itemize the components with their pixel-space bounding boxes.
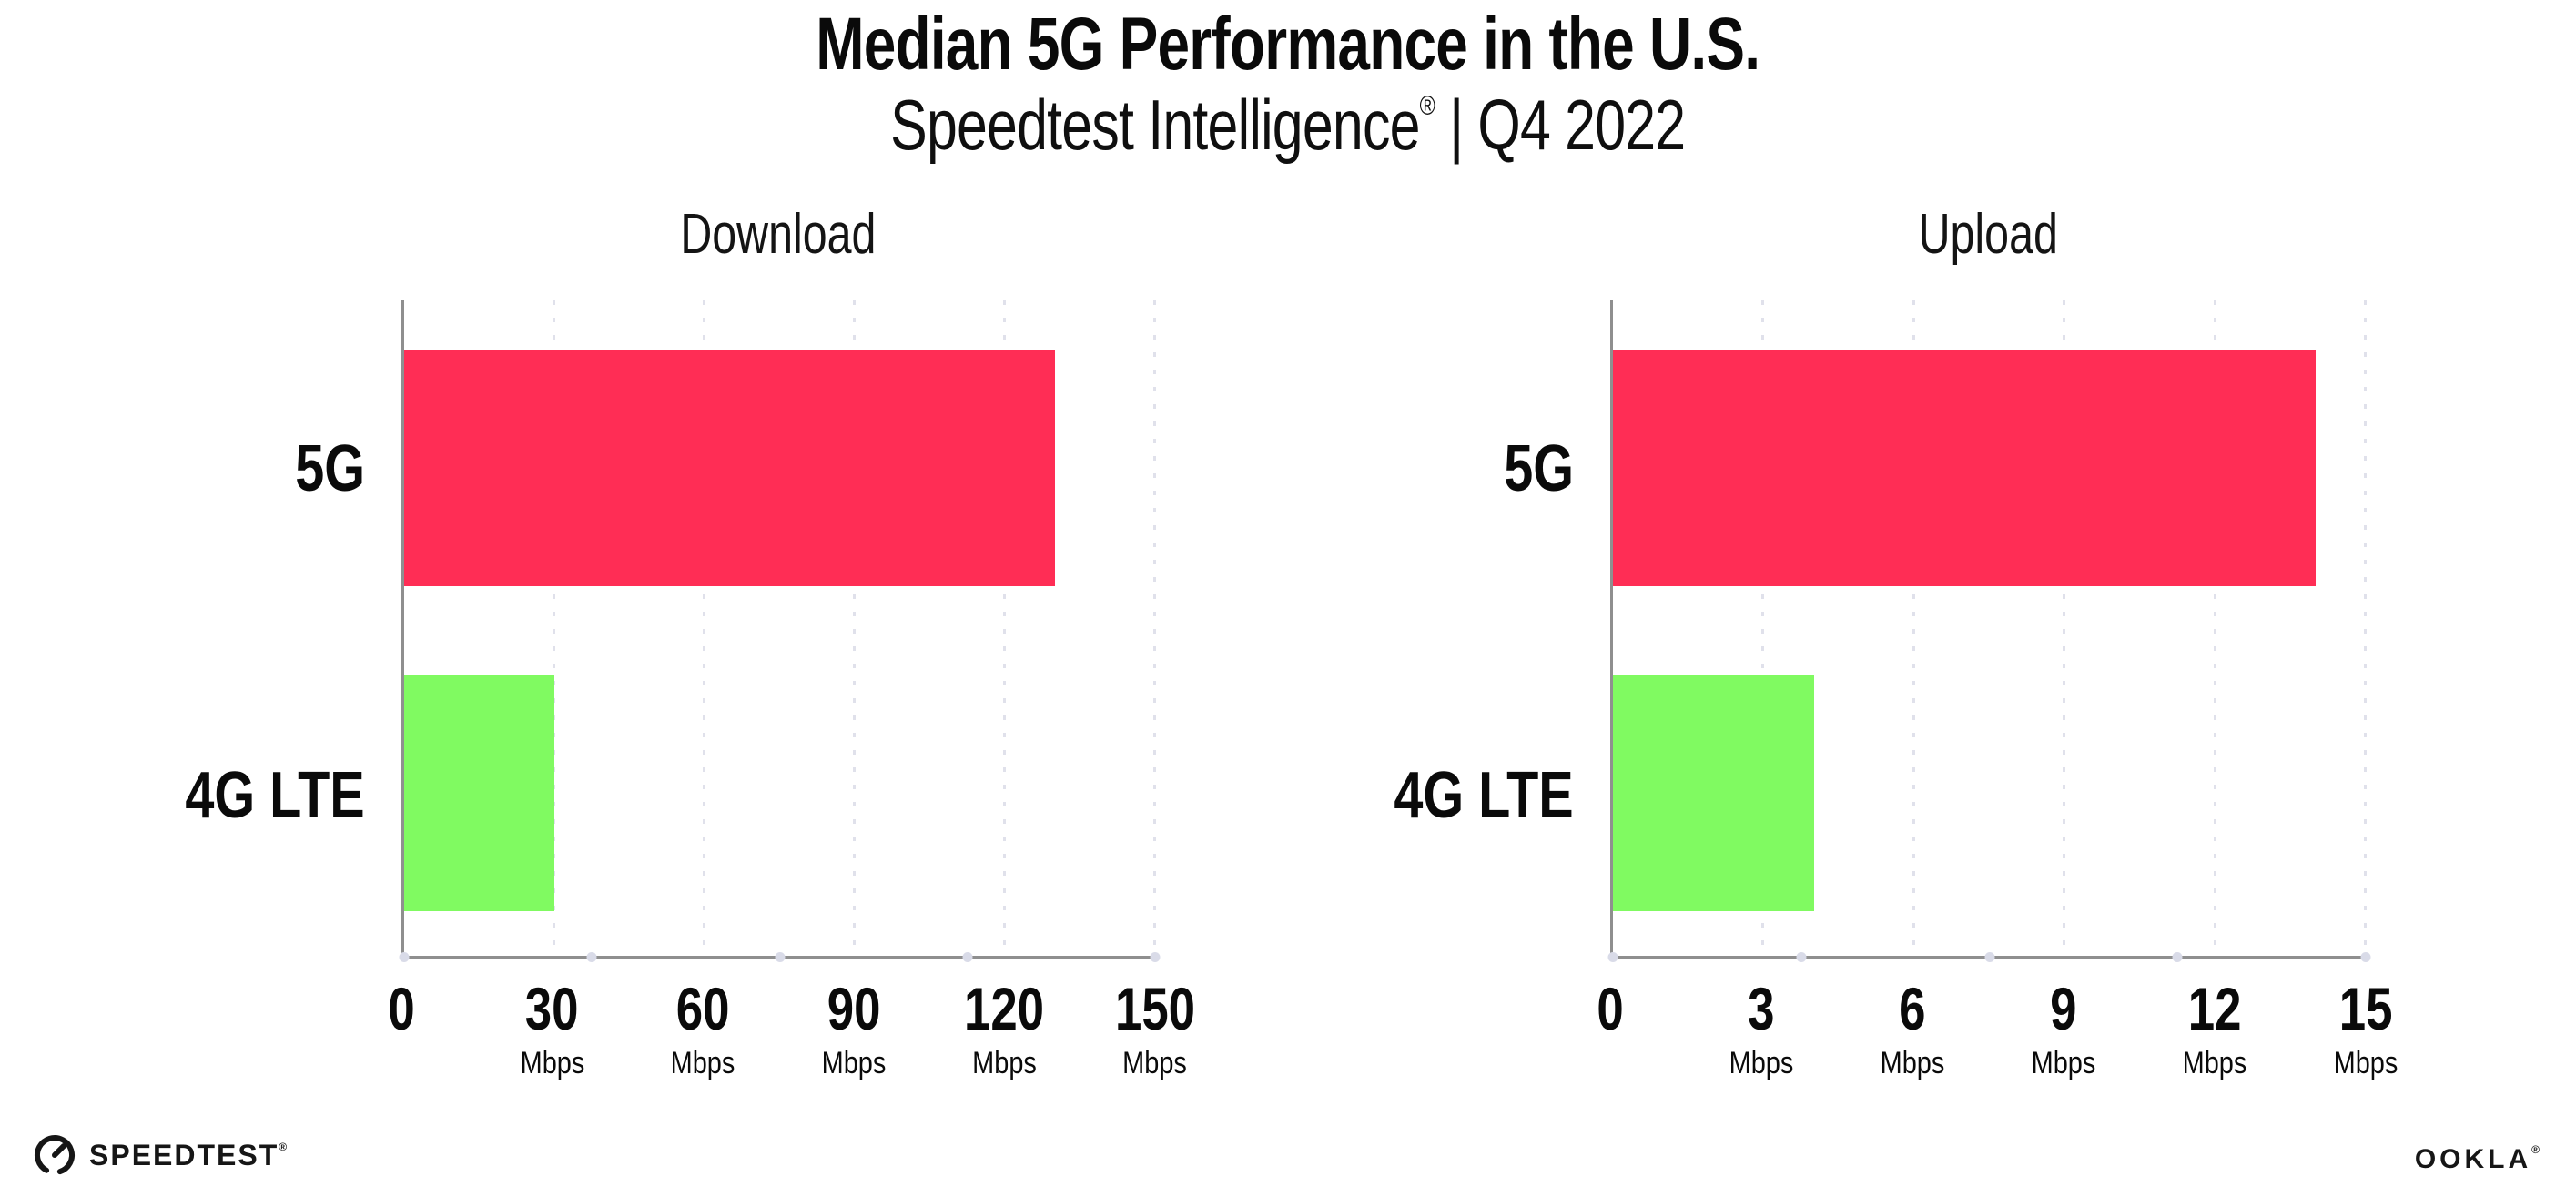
bar-5g-download (404, 350, 1055, 586)
baseline-dot (1984, 952, 1994, 962)
baseline-dot (586, 952, 597, 962)
baseline-dot (399, 952, 410, 962)
page-title: Median 5G Performance in the U.S. (0, 2, 2576, 87)
category-label-4g-lte-download: 4G LTE (185, 758, 365, 832)
xtick-value: 12 (2187, 975, 2242, 1042)
baseline-dot (775, 952, 785, 962)
xtick-value: 3 (1748, 975, 1775, 1042)
xtick-unit: Mbps (972, 1046, 1037, 1080)
baseline-dot (1607, 952, 1618, 962)
upload-chart: Upload 5G 4G LTE 0 3 Mbps 6 Mbps 9 Mbps 12 Mbps 15 M… (1394, 203, 2399, 1079)
baseline-dot (1796, 952, 1807, 962)
xtick-unit: Mbps (1880, 1046, 1945, 1080)
gridline-9-upload (2063, 300, 2066, 956)
xtick-60-download: 60 Mbps (665, 979, 741, 1079)
xtick-value: 15 (2338, 975, 2393, 1042)
subtitle-text: Speedtest Intelligence® | Q4 2022 (890, 84, 1686, 167)
page-subtitle: Speedtest Intelligence® | Q4 2022 (0, 84, 2576, 167)
xtick-value: 0 (1597, 975, 1624, 1042)
bar-4g-lte-upload (1613, 675, 1814, 912)
category-label-5g-download: 5G (295, 432, 365, 506)
subtitle-brand: Speedtest Intelligence (890, 85, 1420, 165)
xtick-6-upload: 6 Mbps (1874, 979, 1950, 1079)
xtick-90-download: 90 Mbps (816, 979, 891, 1079)
bar-4g-lte-download (404, 675, 554, 912)
xtick-9-upload: 9 Mbps (2025, 979, 2101, 1079)
xtick-unit: Mbps (670, 1046, 735, 1080)
xtick-value: 0 (388, 975, 415, 1042)
gridline-60-download (703, 300, 705, 956)
download-plot-area (399, 300, 1161, 962)
download-chart-title: Download (680, 203, 877, 266)
xtick-120-download: 120 Mbps (954, 979, 1054, 1079)
download-chart: Download 5G 4G LTE 0 30 Mbps 60 Mbps 90 Mbps 120 M… (186, 203, 1195, 1079)
baseline-dot (2172, 952, 2183, 962)
xtick-unit: Mbps (2182, 1046, 2247, 1080)
xtick-value: 6 (1899, 975, 1926, 1042)
gridline-150-download (1153, 300, 1156, 956)
xtick-value: 150 (1114, 975, 1196, 1042)
xtick-unit: Mbps (1122, 1046, 1188, 1080)
xtick-0-download: 0 (385, 979, 419, 1039)
gridline-90-download (853, 300, 856, 956)
xtick-150-download: 150 Mbps (1105, 979, 1205, 1079)
gridline-15-upload (2364, 300, 2367, 956)
xtick-unit: Mbps (2031, 1046, 2096, 1080)
category-label-4g-lte-upload: 4G LTE (1394, 758, 1574, 832)
gridline-30-download (553, 300, 555, 956)
xtick-value: 9 (2050, 975, 2077, 1042)
xtick-12-upload: 12 Mbps (2176, 979, 2252, 1079)
speedtest-gauge-icon (35, 1135, 75, 1175)
xtick-value: 60 (675, 975, 730, 1042)
upload-chart-title: Upload (1918, 203, 2058, 266)
gridline-12-upload (2213, 300, 2216, 956)
baseline-dot (962, 952, 973, 962)
xtick-3-upload: 3 Mbps (1723, 979, 1799, 1079)
ookla-registered-mark: ® (2531, 1143, 2543, 1156)
registered-mark: ® (1419, 91, 1435, 121)
gridline-3-upload (1761, 300, 1765, 956)
category-label-5g-upload: 5G (1504, 432, 1574, 506)
speedtest-wordmark: SPEEDTEST® (89, 1138, 289, 1172)
xtick-0-upload: 0 (1594, 979, 1628, 1039)
xtick-unit: Mbps (2333, 1046, 2399, 1080)
speedtest-logo: SPEEDTEST® (33, 1133, 289, 1177)
gridline-120-download (1003, 300, 1006, 956)
baseline-dot (1150, 952, 1161, 962)
xtick-value: 30 (525, 975, 579, 1042)
gridline-6-upload (1912, 300, 1915, 956)
page-title-text: Median 5G Performance in the U.S. (816, 3, 1761, 86)
xtick-30-download: 30 Mbps (514, 979, 590, 1079)
xtick-value: 120 (964, 975, 1045, 1042)
xtick-value: 90 (827, 975, 881, 1042)
subtitle-quarter: | Q4 2022 (1435, 85, 1686, 165)
xtick-unit: Mbps (1729, 1046, 1794, 1080)
speedtest-registered-mark: ® (279, 1140, 289, 1153)
bar-5g-upload (1613, 350, 2316, 586)
ookla-logo: OOKLA® (2415, 1143, 2543, 1175)
xtick-15-upload: 15 Mbps (2328, 979, 2403, 1079)
ookla-wordmark: OOKLA® (2414, 1143, 2543, 1174)
baseline-dot (2360, 952, 2371, 962)
xtick-unit: Mbps (520, 1046, 584, 1080)
upload-plot-area (1607, 300, 2371, 962)
xtick-unit: Mbps (821, 1046, 887, 1080)
